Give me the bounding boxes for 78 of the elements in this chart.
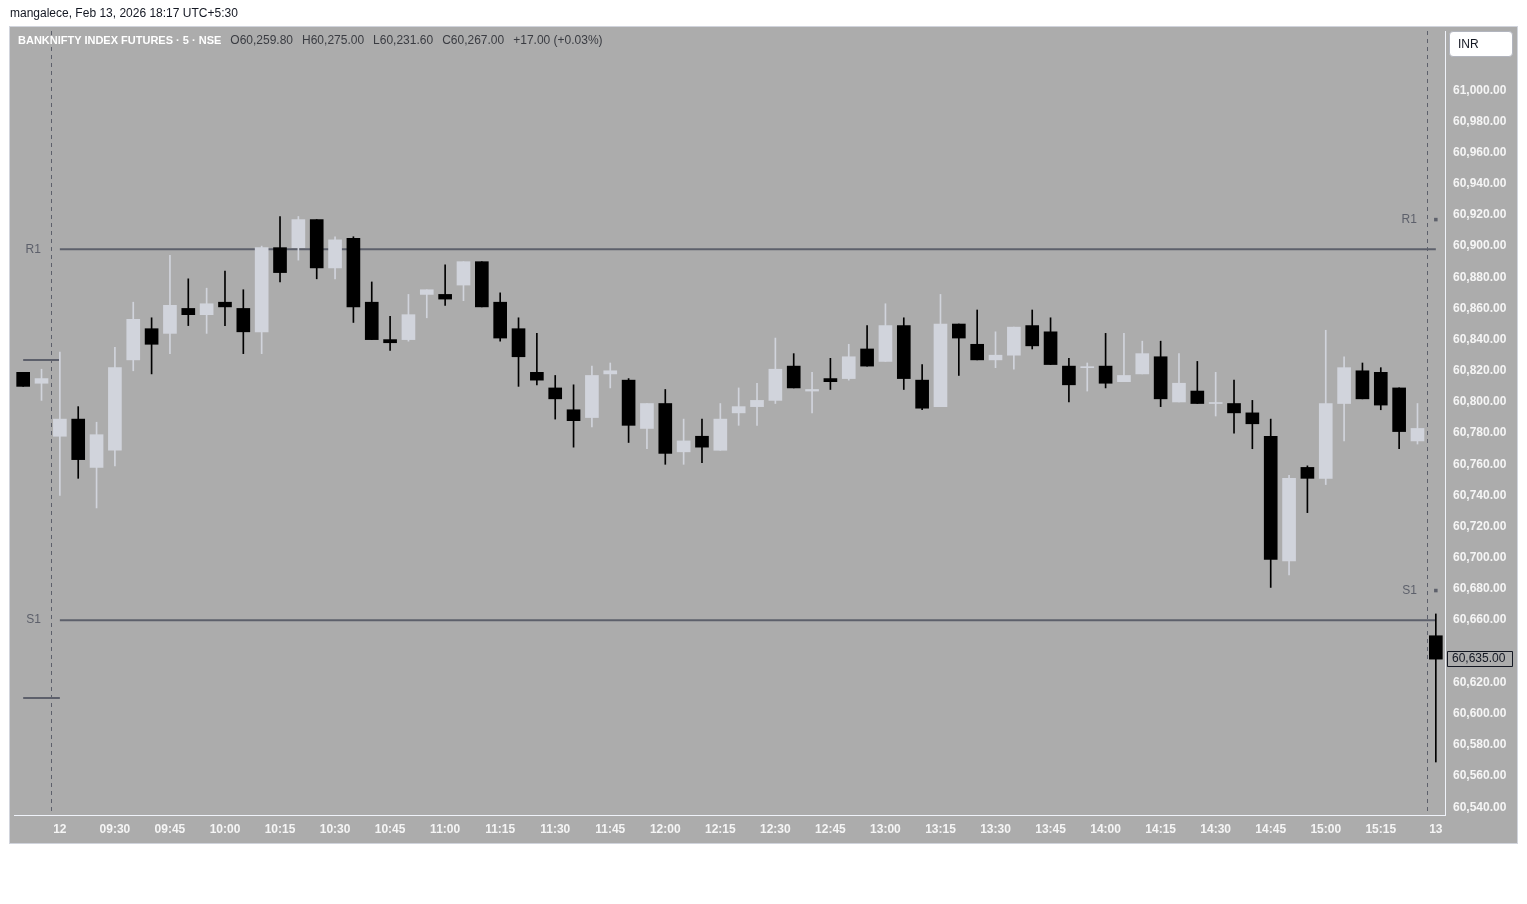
y-tick-label: 60,540.00 [1453, 799, 1507, 814]
candlestick [181, 278, 196, 326]
x-tick-label: 14:45 [1255, 821, 1287, 836]
y-tick-label: 60,660.00 [1453, 612, 1507, 627]
candlestick [1227, 379, 1241, 434]
y-tick-label: 60,860.00 [1453, 300, 1507, 315]
y-tick-label: 60,820.00 [1453, 363, 1507, 378]
series-label: S1 [26, 612, 42, 627]
candlestick [438, 264, 452, 306]
annotation: C60,267.00 [442, 33, 505, 47]
y-tick-label: 60,940.00 [1453, 176, 1507, 191]
x-tick-label: 14:15 [1145, 821, 1177, 836]
x-tick-label: 12:15 [704, 821, 736, 836]
x-tick-label: 13:00 [870, 821, 902, 836]
annotation: L60,231.60 [373, 33, 434, 47]
annotation: O60,259.80 [230, 33, 294, 47]
y-tick-label: 60,600.00 [1453, 706, 1507, 720]
annotation: +17.00 (+0.03%) [513, 33, 603, 47]
x-tick-label: 10:45 [374, 821, 406, 836]
x-tick-label: 13:45 [1035, 821, 1067, 836]
candlestick [1208, 372, 1223, 417]
y-tick-label: 60,680.00 [1453, 581, 1507, 596]
y-tick-label: 61,000.00 [1453, 82, 1507, 97]
series-label: R1 [25, 241, 42, 256]
annotation: 60,635.00 [1452, 651, 1506, 666]
candlestick [530, 333, 544, 386]
series-label: S1 [1402, 582, 1418, 597]
x-tick-label: 13 [1429, 821, 1443, 836]
y-tick-label: 60,760.00 [1453, 456, 1507, 471]
x-tick-label: 15:15 [1365, 821, 1397, 836]
x-tick-label: 13:15 [925, 821, 957, 836]
y-tick-label: 60,720.00 [1453, 518, 1507, 533]
y-tick-label: 60,920.00 [1453, 207, 1507, 222]
x-tick-label: 09:30 [99, 821, 131, 836]
y-tick-label: 60,560.00 [1453, 768, 1507, 783]
x-tick-label: 10:30 [319, 821, 351, 836]
candlestick [53, 351, 67, 496]
x-tick-label: 15:00 [1310, 821, 1342, 836]
x-tick-label: 10:15 [264, 821, 296, 836]
candlestick [383, 315, 397, 351]
y-tick-label: 60,580.00 [1453, 737, 1507, 752]
x-tick-label: 11:45 [595, 821, 626, 836]
y-tick-label: 60,960.00 [1453, 144, 1507, 159]
y-tick-label: 60,840.00 [1453, 331, 1507, 346]
text: mangalece, Feb 13, 2026 18:17 UTC+5:30 [10, 6, 238, 20]
chart-title: BANKNIFTY INDEX FUTURES · 5 · NSE [18, 34, 222, 46]
x-tick-label: 14:00 [1090, 821, 1122, 836]
x-tick-label: 12:00 [649, 821, 681, 836]
candlestick [603, 362, 618, 389]
candlestick [1080, 362, 1095, 392]
candlestick [1117, 333, 1131, 383]
candlestick [731, 387, 746, 426]
x-tick-label: 12:30 [760, 821, 792, 836]
x-tick-label: 09:45 [154, 821, 186, 836]
candlestick [750, 382, 764, 426]
x-tick-label: 11:00 [430, 821, 461, 836]
y-tick-label: 60,780.00 [1453, 425, 1507, 440]
y-tick-label: 60,740.00 [1453, 487, 1507, 502]
candlestick [419, 289, 434, 319]
y-tick-label: 60,800.00 [1453, 394, 1507, 409]
x-tick-label: 14:30 [1200, 821, 1232, 836]
annotation: H60,275.00 [302, 33, 365, 47]
x-tick-label: 10:00 [209, 821, 241, 836]
x-tick-label: 13:30 [980, 821, 1012, 836]
x-tick-label: 11:30 [540, 821, 571, 836]
y-axis-title: INR [1449, 31, 1513, 57]
candlestick [218, 270, 232, 326]
candlestick [805, 372, 819, 414]
y-tick-label: 60,980.00 [1453, 113, 1507, 128]
series-label: R1 [1401, 211, 1418, 226]
x-tick-label: 12 [53, 821, 67, 836]
candlestick [1429, 613, 1443, 763]
y-tick-label: 60,880.00 [1453, 269, 1507, 284]
y-tick-label: 60,620.00 [1453, 674, 1507, 689]
x-tick-label: 11:15 [485, 821, 516, 836]
x-tick-label: 12:45 [815, 821, 847, 836]
y-tick-label: 60,700.00 [1453, 550, 1507, 565]
y-tick-label: 60,900.00 [1453, 238, 1507, 253]
